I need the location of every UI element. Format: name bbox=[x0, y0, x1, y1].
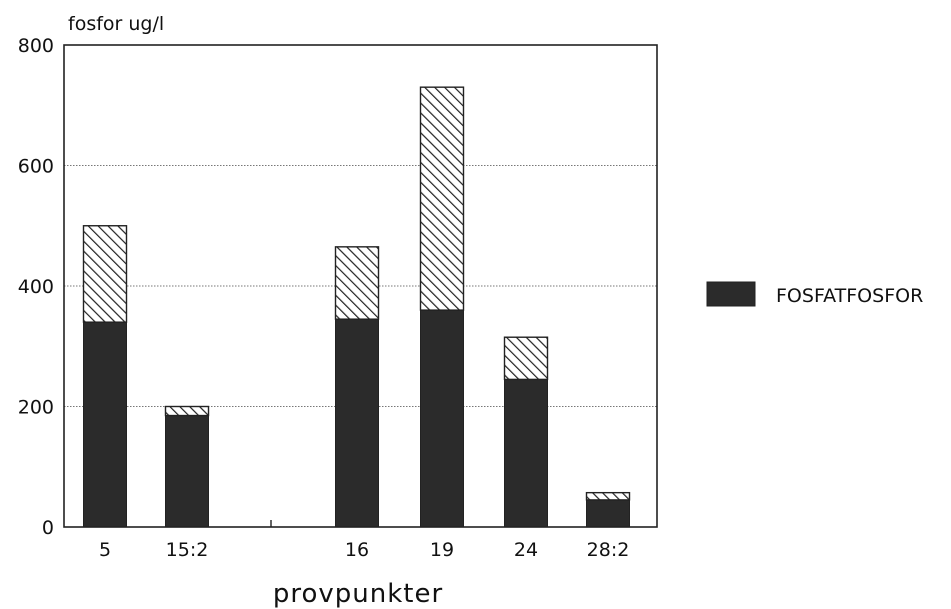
plot-frame bbox=[63, 44, 658, 528]
bars bbox=[82, 86, 631, 528]
bar-hatched-24 bbox=[503, 336, 549, 381]
y-tick-label-600: 600 bbox=[18, 156, 54, 178]
y-tick-label-200: 200 bbox=[18, 397, 54, 419]
x-tick-label-15:2: 15:2 bbox=[166, 539, 209, 561]
bar-hatched-28:2 bbox=[585, 491, 631, 501]
x-tick-label-28:2: 28:2 bbox=[587, 539, 630, 561]
bar-solid-28:2 bbox=[586, 499, 630, 528]
legend: FOSFATFOSFOR bbox=[706, 281, 923, 307]
bar-solid-16 bbox=[335, 318, 379, 528]
y-axis-label: fosfor ug/l bbox=[68, 13, 164, 35]
legend-label: FOSFATFOSFOR bbox=[776, 285, 923, 307]
bar-hatched-19 bbox=[419, 86, 465, 311]
bar-hatched-5 bbox=[82, 225, 128, 323]
bar-solid-5 bbox=[83, 321, 127, 528]
x-tick-label-5: 5 bbox=[99, 539, 111, 561]
x-axis-label: provpunkter bbox=[273, 579, 443, 609]
bar-hatched-16 bbox=[334, 246, 380, 320]
y-tick-label-400: 400 bbox=[18, 276, 54, 298]
y-tick-label-0: 0 bbox=[42, 517, 54, 539]
x-axis-ticks: 5 15:2 16 19 24 28:2 bbox=[99, 520, 629, 561]
y-axis-ticks: 0 200 400 600 800 bbox=[18, 35, 54, 539]
x-tick-label-16: 16 bbox=[345, 539, 369, 561]
bar-solid-24 bbox=[504, 378, 548, 528]
x-tick-label-19: 19 bbox=[430, 539, 454, 561]
y-tick-label-800: 800 bbox=[18, 35, 54, 57]
legend-swatch bbox=[706, 281, 756, 307]
bar-solid-19 bbox=[420, 309, 464, 528]
bar-solid-15:2 bbox=[165, 415, 209, 528]
bar-hatched-15:2 bbox=[164, 405, 210, 417]
x-tick-label-24: 24 bbox=[514, 539, 538, 561]
